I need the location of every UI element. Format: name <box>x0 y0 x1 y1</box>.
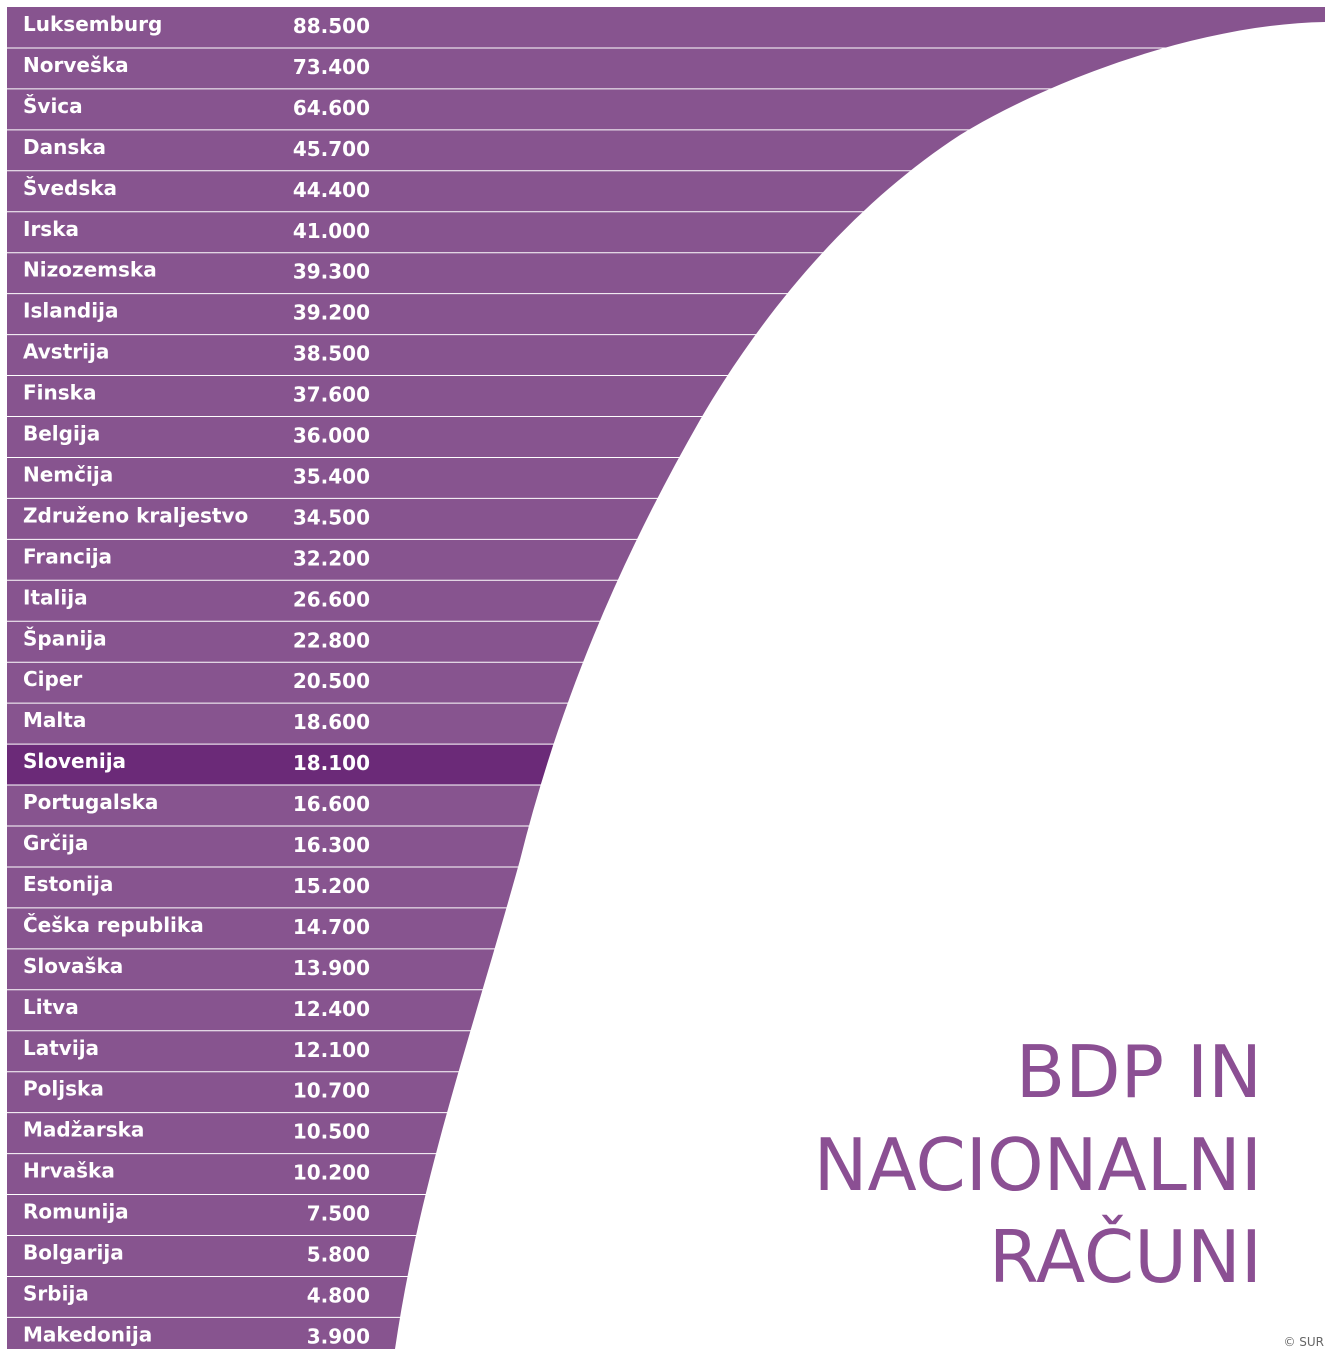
title-line: BDP IN <box>1016 1030 1262 1114</box>
country-name: Litva <box>23 995 79 1019</box>
country-name: Madžarska <box>23 1118 144 1142</box>
country-name: Avstrija <box>23 340 109 364</box>
country-name: Nemčija <box>23 462 113 486</box>
gdp-value: 35.400 <box>293 464 370 488</box>
title-line: RAČUNI <box>989 1215 1262 1299</box>
gdp-value: 39.200 <box>293 301 370 325</box>
gdp-value: 88.500 <box>293 14 370 38</box>
gdp-value: 10.700 <box>293 1079 370 1103</box>
country-name: Slovaška <box>23 954 123 978</box>
gdp-value: 26.600 <box>293 587 370 611</box>
gdp-value: 10.200 <box>293 1161 370 1185</box>
gdp-value: 3.900 <box>307 1324 370 1348</box>
gdp-value: 12.400 <box>293 997 370 1021</box>
title-line: NACIONALNI <box>814 1123 1262 1207</box>
country-name: Islandija <box>23 299 118 323</box>
gdp-value: 64.600 <box>293 96 370 120</box>
gdp-value: 15.200 <box>293 874 370 898</box>
country-name: Ciper <box>23 667 82 691</box>
gdp-value: 34.500 <box>293 505 370 529</box>
gdp-value: 36.000 <box>293 424 370 448</box>
country-name: Finska <box>23 381 96 405</box>
country-name: Belgija <box>23 422 100 446</box>
country-name: Španija <box>23 626 107 650</box>
gdp-value: 16.300 <box>293 833 370 857</box>
country-name: Bolgarija <box>23 1241 124 1265</box>
gdp-value: 44.400 <box>293 178 370 202</box>
country-name: Portugalska <box>23 790 158 814</box>
country-name: Latvija <box>23 1036 99 1060</box>
gdp-value: 20.500 <box>293 669 370 693</box>
credit: © SUR <box>1283 1335 1324 1349</box>
gdp-value: 14.700 <box>293 915 370 939</box>
country-name: Švica <box>23 94 83 118</box>
country-name: Švedska <box>23 176 117 200</box>
gdp-value: 22.800 <box>293 628 370 652</box>
country-name: Luksemburg <box>23 12 162 36</box>
country-name: Norveška <box>23 53 129 77</box>
country-name: Italija <box>23 585 88 609</box>
gdp-value: 12.100 <box>293 1038 370 1062</box>
country-name: Romunija <box>23 1200 129 1224</box>
gdp-value: 32.200 <box>293 546 370 570</box>
country-name: Združeno kraljestvo <box>23 503 248 527</box>
country-name: Makedonija <box>23 1322 152 1346</box>
country-name: Češka republika <box>23 913 204 937</box>
country-name: Malta <box>23 708 86 732</box>
country-name: Irska <box>23 217 79 241</box>
row-bg <box>7 7 1325 48</box>
country-name: Hrvaška <box>23 1159 115 1183</box>
country-name: Slovenija <box>23 749 126 773</box>
gdp-value: 5.800 <box>307 1243 370 1267</box>
white-curve <box>395 22 1325 1349</box>
gdp-value: 39.300 <box>293 260 370 284</box>
country-name: Grčija <box>23 831 88 855</box>
gdp-value: 13.900 <box>293 956 370 980</box>
gdp-value: 41.000 <box>293 219 370 243</box>
gdp-value: 45.700 <box>293 137 370 161</box>
gdp-value: 16.600 <box>293 792 370 816</box>
country-name: Srbija <box>23 1281 89 1305</box>
gdp-value: 38.500 <box>293 342 370 366</box>
country-name: Nizozemska <box>23 258 157 282</box>
country-name: Danska <box>23 135 106 159</box>
gdp-value: 18.100 <box>293 751 370 775</box>
country-name: Francija <box>23 544 112 568</box>
gdp-value: 4.800 <box>307 1283 370 1307</box>
gdp-value: 10.500 <box>293 1120 370 1144</box>
gdp-value: 73.400 <box>293 55 370 79</box>
gdp-value: 7.500 <box>307 1202 370 1226</box>
gdp-value: 37.600 <box>293 383 370 407</box>
country-name: Estonija <box>23 872 113 896</box>
gdp-value: 18.600 <box>293 710 370 734</box>
country-name: Poljska <box>23 1077 104 1101</box>
